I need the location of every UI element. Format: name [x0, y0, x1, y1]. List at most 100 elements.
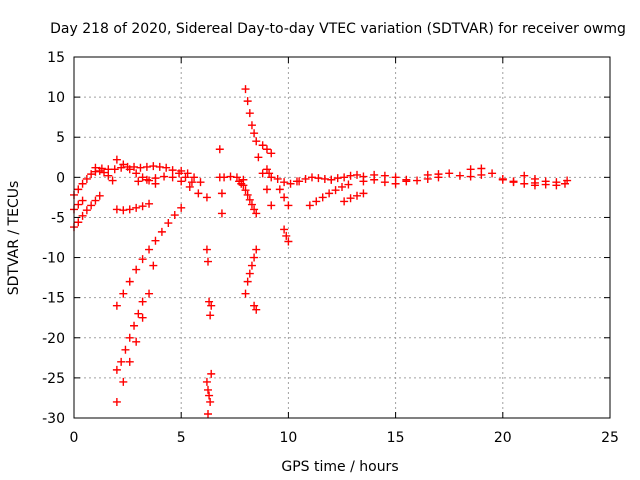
data-point: [145, 289, 154, 298]
data-point: [91, 196, 100, 205]
series-arc-l: [202, 245, 216, 320]
data-point: [552, 181, 561, 190]
data-point: [194, 189, 203, 198]
series-arc-e: [112, 155, 160, 188]
data-point: [121, 345, 130, 354]
x-tick-label: 20: [494, 430, 512, 446]
data-point: [560, 179, 569, 188]
data-point: [509, 177, 518, 186]
data-point: [262, 145, 271, 154]
y-tick-label: -15: [42, 291, 65, 307]
data-point: [359, 177, 368, 186]
data-point: [132, 169, 141, 178]
data-point: [318, 193, 327, 202]
data-point: [134, 177, 143, 186]
data-point: [204, 385, 212, 394]
data-point: [252, 305, 261, 314]
data-point: [267, 173, 276, 182]
data-point: [112, 365, 121, 374]
data-point: [402, 175, 411, 184]
data-point: [239, 181, 248, 190]
data-point: [286, 179, 295, 188]
data-point: [220, 173, 229, 182]
data-point: [423, 170, 432, 179]
data-point: [206, 397, 215, 406]
data-point: [252, 137, 261, 146]
data-point: [119, 289, 128, 298]
data-point: [164, 219, 173, 228]
data-point: [295, 177, 304, 186]
x-tick-label: 10: [279, 430, 297, 446]
data-point: [344, 180, 353, 189]
y-tick-label: -5: [51, 210, 65, 226]
data-point: [138, 313, 147, 322]
data-point: [353, 191, 362, 200]
data-point: [170, 211, 179, 220]
data-point: [119, 377, 128, 386]
data-point: [112, 397, 121, 406]
data-point: [125, 277, 134, 286]
data-point: [340, 197, 349, 206]
data-point: [273, 174, 282, 183]
y-tick-label: -20: [42, 331, 65, 347]
y-tick-label: 5: [56, 130, 65, 146]
series-arc-ai: [498, 174, 539, 190]
data-point: [520, 171, 529, 180]
data-point: [204, 257, 212, 266]
data-point: [301, 174, 310, 183]
data-point: [132, 265, 141, 274]
data-point: [183, 169, 192, 178]
data-point: [130, 162, 139, 171]
data-point: [168, 173, 177, 182]
data-point: [162, 163, 171, 172]
data-point: [247, 200, 256, 209]
data-point: [488, 169, 497, 178]
series-arc-g: [112, 203, 186, 310]
data-point: [243, 277, 252, 286]
series-arc-w: [262, 165, 276, 182]
data-point: [130, 321, 139, 330]
data-point: [187, 178, 196, 187]
data-point: [110, 165, 119, 174]
data-point: [247, 261, 256, 270]
data-point: [117, 357, 126, 366]
y-tick-label: -25: [42, 371, 65, 387]
data-point: [265, 169, 274, 178]
data-point: [138, 297, 147, 306]
y-tick-label: 10: [47, 90, 65, 106]
data-point: [250, 129, 259, 138]
data-point: [466, 165, 475, 174]
data-point: [87, 170, 96, 179]
data-point: [380, 171, 389, 180]
data-point: [155, 162, 164, 171]
data-point: [112, 155, 121, 164]
series-arc-k: [177, 166, 205, 187]
data-point: [530, 178, 539, 187]
data-point: [74, 218, 83, 227]
series-arc-ak: [530, 178, 569, 190]
data-point: [346, 194, 355, 203]
data-point: [413, 176, 422, 185]
data-point: [541, 180, 550, 189]
data-point: [196, 178, 205, 187]
y-tick-label: 0: [56, 170, 65, 186]
data-point: [142, 162, 151, 171]
data-point: [320, 174, 329, 183]
data-point: [243, 97, 252, 106]
data-point: [149, 261, 158, 270]
data-point: [177, 203, 186, 212]
series-arc-p: [220, 172, 248, 184]
series-arc-a: [70, 166, 117, 199]
data-point: [207, 369, 216, 378]
data-point: [82, 174, 91, 183]
y-axis-label: SDTVAR / TECUs: [6, 181, 22, 296]
data-point: [112, 301, 121, 310]
data-point: [245, 269, 254, 278]
data-point: [267, 149, 276, 158]
series-arc-i: [112, 297, 147, 374]
data-point: [149, 162, 158, 171]
data-point: [307, 173, 316, 182]
data-point: [145, 199, 154, 208]
series-arc-d: [91, 162, 196, 187]
